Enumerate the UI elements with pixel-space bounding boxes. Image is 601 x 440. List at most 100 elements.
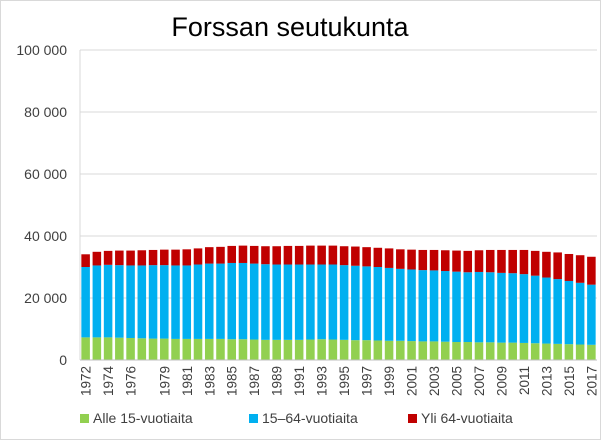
bar-segment-series-2	[351, 246, 360, 266]
bar-segment-series-2	[261, 246, 270, 265]
bar-segment-series-0	[115, 337, 124, 360]
bar-segment-series-0	[182, 338, 192, 360]
bar-segment-series-1	[193, 264, 203, 339]
bar-segment-series-2	[418, 249, 428, 271]
bar-segment-series-0	[564, 344, 574, 360]
bar-segment-series-0	[351, 340, 360, 360]
bar-segment-series-1	[362, 266, 371, 341]
bar-segment-series-0	[171, 338, 180, 360]
bar-segment-series-0	[92, 337, 102, 360]
bar-segment-series-1	[283, 264, 293, 340]
bar-segment-series-1	[497, 272, 506, 343]
y-tick-label: 100 000	[16, 42, 67, 58]
bar-segment-series-2	[407, 249, 416, 270]
bar-segment-series-1	[294, 264, 304, 340]
bar-segment-series-2	[564, 253, 574, 281]
x-tick-label: 1972	[79, 366, 94, 396]
bar-segment-series-0	[137, 338, 147, 360]
bar-segment-series-0	[160, 338, 169, 360]
bar-segment-series-1	[227, 262, 236, 340]
x-tick-label: 1983	[202, 366, 217, 396]
bar-segment-series-1	[463, 272, 473, 343]
bar-segment-series-0	[339, 339, 349, 360]
bar-segment-series-1	[339, 265, 349, 340]
y-tick-label: 20 000	[24, 290, 67, 306]
bar-segment-series-2	[384, 248, 394, 268]
bar-segment-series-1	[306, 264, 315, 340]
grid-layer	[80, 49, 597, 361]
bar-segment-series-0	[103, 337, 113, 360]
legend-label: Alle 15-vuotiaita	[93, 410, 193, 426]
x-tick-label: 2017	[584, 366, 599, 396]
bar-segment-series-1	[160, 265, 169, 339]
x-tick-label: 2011	[517, 366, 532, 395]
bar-segment-series-0	[227, 339, 236, 360]
bar-segment-series-1	[148, 265, 158, 339]
bar-segment-series-0	[441, 341, 450, 360]
x-tick-label: 1974	[101, 366, 116, 397]
bar-segment-series-0	[418, 341, 428, 360]
x-tick-label: 1999	[382, 366, 397, 396]
y-tick-label: 40 000	[24, 228, 67, 244]
bar-segment-series-2	[429, 249, 439, 271]
bar-segment-series-2	[182, 249, 192, 266]
bar-segment-series-0	[497, 342, 506, 360]
bar-segment-series-0	[81, 337, 90, 360]
bar-segment-series-0	[553, 343, 562, 360]
bar-segment-series-1	[351, 265, 360, 341]
bar-segment-series-2	[283, 245, 293, 265]
bar-segment-series-2	[317, 245, 326, 265]
chart-title: Forssan seutukunta	[171, 12, 409, 42]
y-tick-label: 0	[59, 352, 67, 368]
bar-segment-series-1	[328, 264, 338, 340]
bar-segment-series-0	[384, 340, 394, 360]
bar-segment-series-0	[508, 342, 517, 360]
bar-segment-series-2	[553, 252, 562, 280]
x-axis: 1972 1974 1976 1979 1981 1983 1985 1987 1989 1991…	[79, 359, 599, 397]
bar-segment-series-1	[407, 269, 416, 342]
bar-segment-series-2	[294, 245, 304, 265]
bar-segment-series-1	[261, 264, 270, 340]
bar-segment-series-0	[249, 339, 259, 360]
bar-segment-series-0	[530, 343, 540, 360]
bar-segment-series-1	[216, 263, 225, 339]
bar-segment-series-0	[283, 339, 293, 360]
x-tick-label: 2007	[472, 366, 487, 396]
bar-segment-series-2	[396, 249, 405, 269]
x-tick-label: 1985	[225, 366, 240, 396]
bar-segment-series-0	[396, 340, 405, 360]
bar-segment-series-1	[452, 271, 461, 343]
x-tick-label: 2005	[450, 366, 465, 396]
bar-segment-series-0	[193, 338, 203, 360]
bar-segment-series-1	[519, 274, 529, 343]
bar-segment-series-1	[564, 280, 574, 345]
bar-segment-series-2	[103, 250, 113, 265]
bar-segment-series-2	[126, 250, 135, 266]
bar-segment-series-1	[81, 267, 90, 338]
bar-segment-series-1	[429, 270, 439, 342]
bar-segment-series-2	[204, 247, 214, 264]
bar-segment-series-1	[396, 268, 405, 341]
bar-segment-series-2	[249, 245, 259, 264]
bar-segment-series-1	[373, 267, 383, 341]
x-tick-label: 1993	[315, 366, 330, 396]
x-tick-label: 2003	[427, 366, 442, 396]
bar-segment-series-0	[216, 338, 225, 360]
bar-segment-series-0	[261, 339, 270, 360]
bar-segment-series-1	[553, 279, 562, 344]
bar-segment-series-0	[519, 342, 529, 360]
bar-segment-series-2	[92, 251, 102, 266]
bar-segment-series-2	[193, 248, 203, 265]
x-tick-label: 1976	[124, 366, 139, 396]
bar-segment-series-2	[373, 247, 383, 267]
bar-segment-series-0	[542, 343, 551, 360]
bar-segment-series-0	[328, 339, 338, 360]
bar-segment-series-2	[441, 250, 450, 272]
bar-segment-series-2	[272, 246, 281, 265]
bar-segment-series-0	[306, 339, 315, 360]
x-tick-label: 1991	[292, 366, 307, 396]
bar-segment-series-1	[485, 272, 495, 343]
bar-segment-series-2	[575, 255, 585, 283]
bar-segment-series-1	[575, 282, 585, 345]
bar-segment-series-1	[418, 270, 428, 342]
